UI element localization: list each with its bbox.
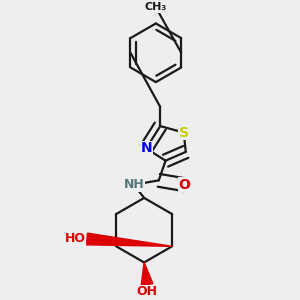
Text: O: O xyxy=(179,178,190,192)
Polygon shape xyxy=(141,262,153,285)
Polygon shape xyxy=(86,233,172,246)
Text: OH: OH xyxy=(136,285,158,298)
Text: CH₃: CH₃ xyxy=(145,2,167,12)
Text: HO: HO xyxy=(64,232,86,245)
Text: N: N xyxy=(140,141,152,155)
Text: NH: NH xyxy=(124,178,144,191)
Text: S: S xyxy=(179,125,189,140)
